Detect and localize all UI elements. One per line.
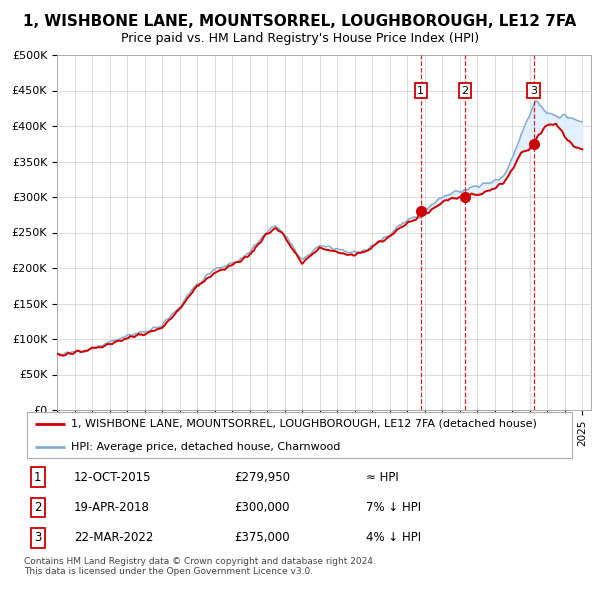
Text: £375,000: £375,000 <box>234 532 289 545</box>
Text: 1: 1 <box>34 471 41 484</box>
Text: 2: 2 <box>461 86 469 96</box>
Text: 22-MAR-2022: 22-MAR-2022 <box>74 532 153 545</box>
Text: £300,000: £300,000 <box>234 501 289 514</box>
Text: 1, WISHBONE LANE, MOUNTSORREL, LOUGHBOROUGH, LE12 7FA: 1, WISHBONE LANE, MOUNTSORREL, LOUGHBORO… <box>23 14 577 29</box>
Text: £279,950: £279,950 <box>234 471 290 484</box>
Text: 3: 3 <box>34 532 41 545</box>
Text: 3: 3 <box>530 86 537 96</box>
Text: Price paid vs. HM Land Registry's House Price Index (HPI): Price paid vs. HM Land Registry's House … <box>121 32 479 45</box>
Text: 1, WISHBONE LANE, MOUNTSORREL, LOUGHBOROUGH, LE12 7FA (detached house): 1, WISHBONE LANE, MOUNTSORREL, LOUGHBORO… <box>71 418 537 428</box>
Text: 12-OCT-2015: 12-OCT-2015 <box>74 471 151 484</box>
Text: HPI: Average price, detached house, Charnwood: HPI: Average price, detached house, Char… <box>71 441 340 451</box>
Text: 19-APR-2018: 19-APR-2018 <box>74 501 149 514</box>
Text: 4% ↓ HPI: 4% ↓ HPI <box>366 532 421 545</box>
Text: ≈ HPI: ≈ HPI <box>366 471 399 484</box>
Text: 2: 2 <box>34 501 41 514</box>
Text: 1: 1 <box>418 86 424 96</box>
Text: 7% ↓ HPI: 7% ↓ HPI <box>366 501 421 514</box>
FancyBboxPatch shape <box>27 412 572 458</box>
Text: Contains HM Land Registry data © Crown copyright and database right 2024.
This d: Contains HM Land Registry data © Crown c… <box>24 557 376 576</box>
